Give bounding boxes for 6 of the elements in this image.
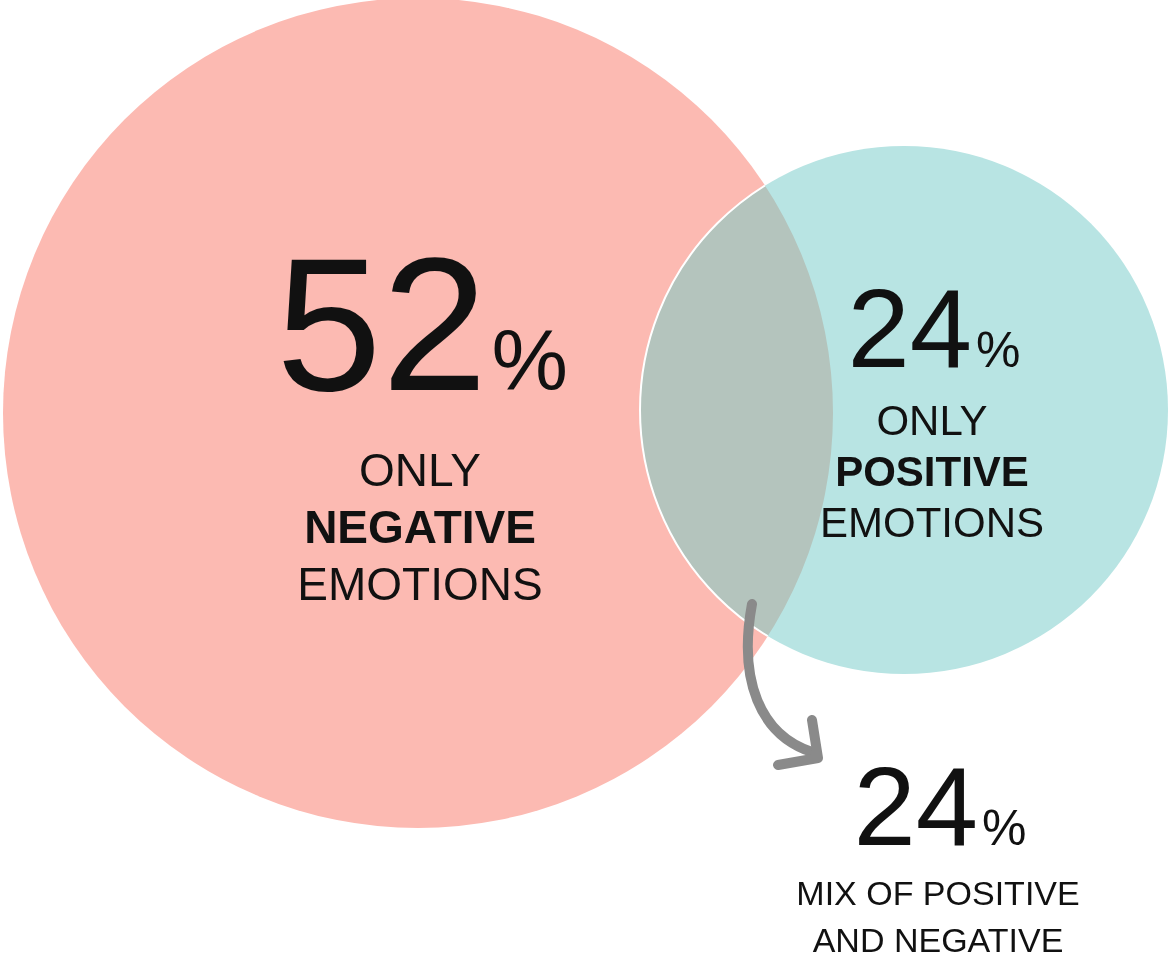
data-label: 24% [847,266,1021,391]
category-label: ONLY POSITIVE EMOTIONS [819,396,1045,546]
data-label: 24% [853,744,1027,869]
data-label: 52% [276,218,568,430]
category-label: ONLY NEGATIVE EMOTIONS [297,444,543,611]
category-label: MIX OF POSITIVE AND NEGATIVE [796,873,1080,959]
